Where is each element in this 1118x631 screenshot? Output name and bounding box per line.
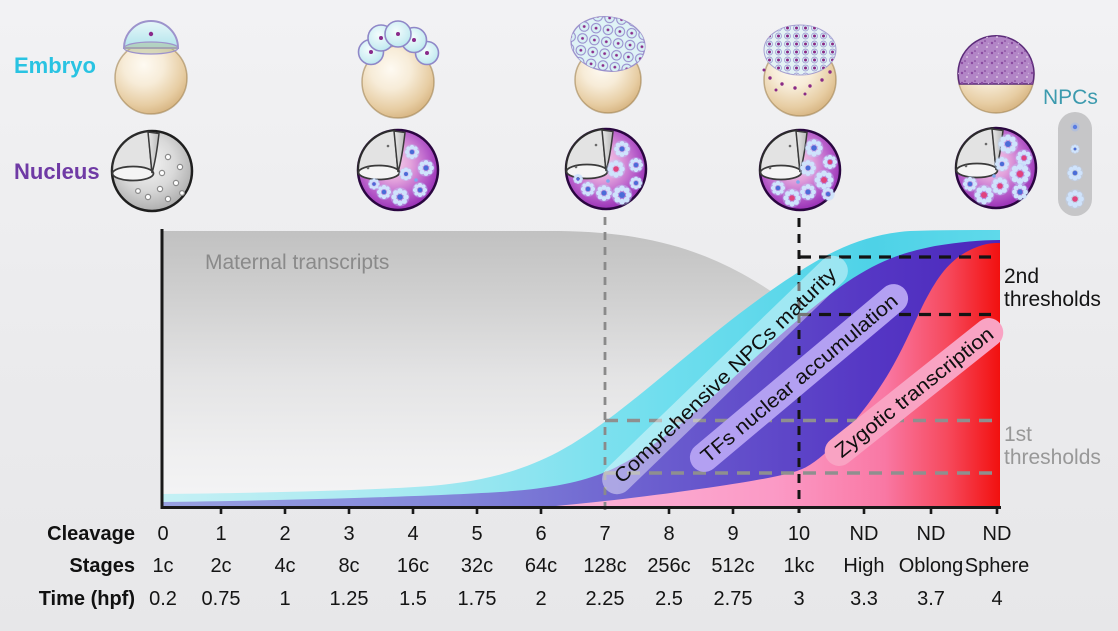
table-cell-timehpf-13: 4 — [991, 588, 1002, 610]
embryo-row-label: Embryo — [14, 53, 96, 78]
npc-flowers — [367, 144, 435, 207]
table-cell-cleavage-8: 8 — [663, 523, 674, 545]
table-cell-timehpf-10: 3 — [793, 588, 804, 610]
table-cells: 0 1 2 3 4 5 6 7 8 9 10 ND ND ND 1c 2c 4c 8c 16c 32c 64c 128c 2… — [149, 523, 1029, 610]
table-cell-cleavage-6: 6 — [535, 523, 546, 545]
table-cell-stages-12: Oblong — [899, 555, 964, 577]
table-cell-timehpf-7: 2.25 — [586, 588, 625, 610]
table-cell-stages-13: Sphere — [965, 555, 1030, 577]
table-header-cleavage: Cleavage — [47, 523, 135, 545]
nucleus-late-npc-icon — [758, 128, 842, 212]
zygotic-transcription-area — [556, 243, 1000, 508]
pill-bg — [602, 255, 848, 495]
table-cell-cleavage-5: 5 — [471, 523, 482, 545]
npc-flowers — [572, 140, 644, 206]
embryo-early-cleavage-icon — [357, 20, 440, 119]
table-cell-timehpf-12: 3.7 — [917, 588, 945, 610]
table-cell-stages-7: 128c — [583, 555, 626, 577]
table-header-time: Time (hpf) — [39, 588, 135, 610]
table-cell-cleavage-13: ND — [983, 523, 1012, 545]
table-cell-stages-11: High — [843, 555, 884, 577]
table-cell-cleavage-4: 4 — [407, 523, 418, 545]
tf-accumulation-area — [162, 240, 1000, 508]
maternal-transcripts-label: Maternal transcripts — [205, 251, 389, 274]
nucleus-row-label: Nucleus — [14, 159, 100, 184]
axis-ticks — [219, 507, 999, 514]
nucleus-immature-gray-icon — [110, 129, 194, 213]
nucleus-dot — [148, 31, 154, 37]
table-cell-cleavage-3: 3 — [343, 523, 354, 545]
first-thresholds-label-line2: thresholds — [1004, 446, 1101, 469]
table-cell-stages-5: 32c — [461, 555, 493, 577]
table-cell-cleavage-10: 10 — [788, 523, 810, 545]
table-cell-timehpf-11: 3.3 — [850, 588, 878, 610]
embryo-1-cell-icon — [114, 20, 188, 115]
table-cell-cleavage-9: 9 — [727, 523, 738, 545]
scattered-nuclei-dots — [762, 68, 832, 96]
table-cell-cleavage-1: 1 — [215, 523, 226, 545]
table-cell-stages-2: 4c — [274, 555, 295, 577]
npc-flowers — [962, 133, 1033, 206]
table-cell-stages-0: 1c — [152, 555, 173, 577]
stage-table: Cleavage Stages Time (hpf) 0 1 2 3 4 5 6 7 8 9 10 N… — [39, 523, 1030, 610]
table-cell-stages-6: 64c — [525, 555, 557, 577]
table-cell-cleavage-12: ND — [917, 523, 946, 545]
npcs-label: NPCs — [1043, 86, 1098, 109]
embryo-icon-row — [114, 16, 1035, 119]
table-cell-cleavage-11: ND — [850, 523, 879, 545]
npc-flowers — [770, 138, 838, 208]
table-cell-timehpf-5: 1.75 — [458, 588, 497, 610]
npc-dot-icon — [1070, 122, 1080, 132]
nucleus-icon-row — [110, 126, 1038, 213]
table-cell-stages-10: 1kc — [783, 555, 814, 577]
axes — [160, 229, 1001, 514]
table-header-stages: Stages — [69, 555, 135, 577]
first-thresholds-label-line1: 1st — [1004, 423, 1032, 446]
table-cell-stages-8: 256c — [647, 555, 690, 577]
table-cell-stages-4: 16c — [397, 555, 429, 577]
npc-maturation-capsule — [1058, 112, 1092, 216]
embryo-128-cell-icon — [570, 16, 646, 114]
table-cell-timehpf-0: 0.2 — [149, 588, 177, 610]
second-thresholds-label-line2: thresholds — [1004, 288, 1101, 311]
npc-mature-flower-icon — [1065, 189, 1085, 209]
npc-flower-icon — [1066, 164, 1084, 182]
table-cell-timehpf-6: 2 — [535, 588, 546, 610]
embryo-sphere-icon — [957, 35, 1035, 114]
nucleus-mid-npc-icon — [564, 127, 648, 211]
embryo-512-cell-icon — [762, 24, 837, 117]
nuclear-pores — [135, 153, 186, 203]
table-cell-cleavage-7: 7 — [599, 523, 610, 545]
pill-bg — [689, 284, 909, 472]
table-cell-timehpf-1: 0.75 — [202, 588, 241, 610]
second-thresholds-label-line1: 2nd — [1004, 265, 1039, 288]
table-cell-timehpf-2: 1 — [279, 588, 290, 610]
table-cell-timehpf-4: 1.5 — [399, 588, 427, 610]
table-cell-timehpf-3: 1.25 — [330, 588, 369, 610]
table-cell-stages-9: 512c — [711, 555, 754, 577]
table-cell-cleavage-2: 2 — [279, 523, 290, 545]
pill-bg — [824, 318, 1004, 466]
table-cell-cleavage-0: 0 — [157, 523, 168, 545]
table-cell-timehpf-9: 2.75 — [714, 588, 753, 610]
table-cell-stages-1: 2c — [210, 555, 231, 577]
nucleus-mature-npc-icon — [954, 126, 1038, 210]
table-cell-timehpf-8: 2.5 — [655, 588, 683, 610]
nucleus-early-npc-icon — [356, 128, 440, 212]
table-cell-stages-3: 8c — [338, 555, 359, 577]
npc-small-flower-icon — [1070, 144, 1080, 154]
